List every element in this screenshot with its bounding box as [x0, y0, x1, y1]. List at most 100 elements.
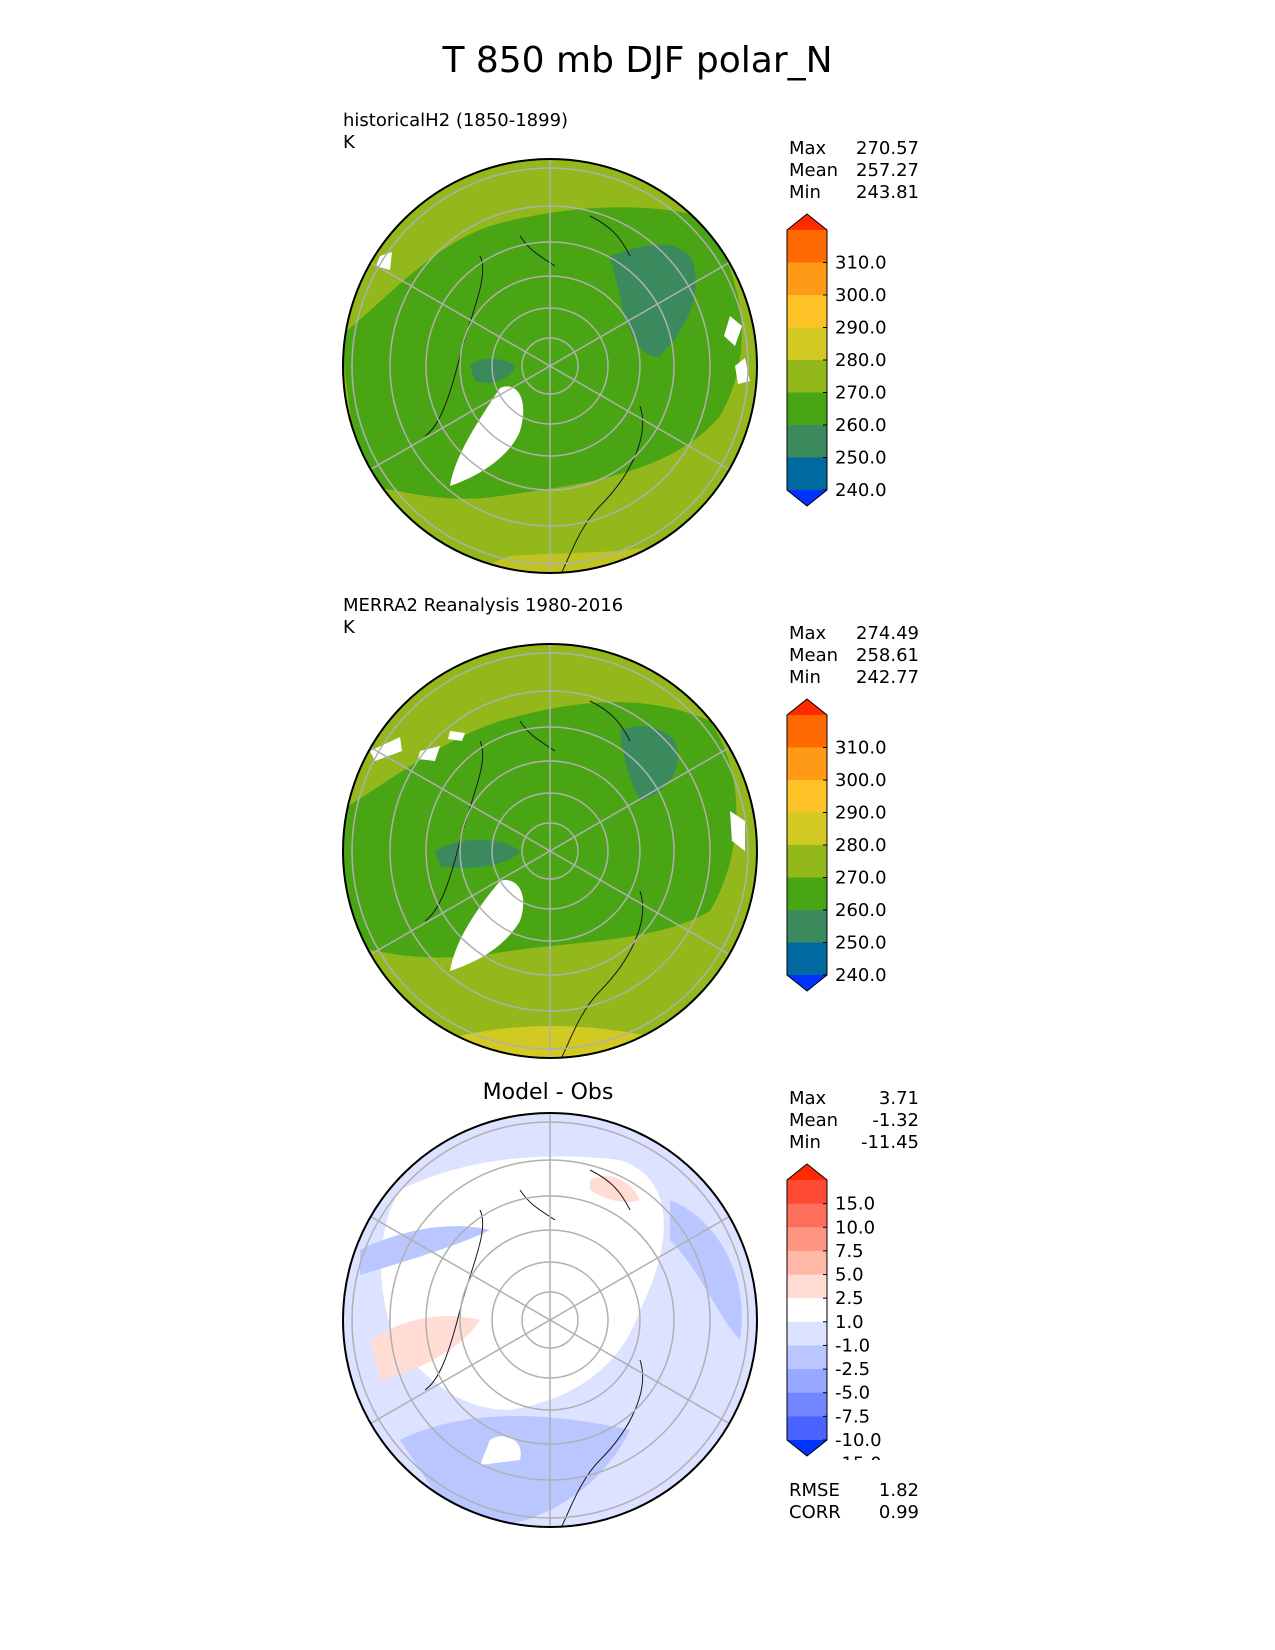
colorbar-swatch — [787, 1440, 827, 1456]
rmse-value: 1.82 — [878, 1480, 919, 1501]
polar-map-obs — [342, 643, 758, 1059]
colorbar-swatch — [787, 1392, 827, 1417]
colorbar-swatch — [787, 747, 827, 781]
colorbar-swatch — [787, 1164, 827, 1180]
colorbar-tick-label: -10.0 — [835, 1430, 882, 1451]
colorbar-tick-label: 10.0 — [835, 1217, 875, 1238]
stat-mean-label: Mean — [789, 645, 839, 666]
colorbar-tick-label: 300.0 — [835, 770, 887, 791]
panel-title: Model - Obs — [482, 1080, 614, 1105]
colorbar-swatch — [787, 1345, 827, 1370]
colorbar-swatch — [787, 812, 827, 846]
colorbar-tick-label: 300.0 — [835, 285, 887, 306]
corr-label: CORR — [789, 1502, 841, 1523]
panel-title: MERRA2 Reanalysis 1980-2016 K — [343, 595, 623, 639]
panel-stats: Max 3.71 Mean -1.32 Min -11.45 — [789, 1088, 919, 1154]
colorbar-labels: 310.0 300.0 290.0 280.0 270.0 260.0 250.0 240.0… — [823, 253, 887, 501]
colorbar-tick-label: 5.0 — [835, 1265, 864, 1286]
colorbar-tick-label: 270.0 — [835, 868, 887, 889]
colorbar-tick-label: 310.0 — [835, 738, 887, 759]
colorbar-swatches — [786, 1163, 828, 1457]
colorbar-swatch — [787, 1227, 827, 1252]
colorbar-tick-label: -15.0 — [835, 1454, 882, 1460]
colorbar-swatch — [787, 699, 827, 715]
stat-mean-label: Mean — [789, 160, 839, 181]
colorbar-tick-label: 240.0 — [835, 965, 887, 986]
colorbar-swatches — [786, 213, 828, 507]
colorbar-swatch — [787, 1274, 827, 1299]
colorbar-tick-label: 290.0 — [835, 318, 887, 339]
colorbar-swatch — [787, 910, 827, 943]
stat-mean-value: 257.27 — [856, 160, 919, 181]
stat-mean-value: -1.32 — [872, 1110, 919, 1131]
colorbar-swatch — [787, 457, 827, 491]
colorbar-swatch — [787, 392, 827, 426]
colorbar-swatches — [786, 698, 828, 992]
colorbar-absolute: 310.0 300.0 290.0 280.0 270.0 260.0 250.0 240.0… — [786, 698, 887, 992]
colorbar-swatch — [787, 877, 827, 911]
colorbar-tick-label: -7.5 — [835, 1406, 870, 1427]
stat-mean-label: Mean — [789, 1110, 839, 1131]
colorbar-labels: 310.0 300.0 290.0 280.0 270.0 260.0 250.0 240.0… — [823, 738, 887, 986]
colorbar-tick-label: 290.0 — [835, 803, 887, 824]
stat-max-value: 270.57 — [856, 138, 919, 159]
colorbar-swatch — [787, 1180, 827, 1205]
stat-min-label: Min — [789, 667, 821, 688]
colorbar-labels: 15.010.0 7.5 5.02.5 1.0-1.0 -2.5 -5.0-7.5 -10.… — [823, 1194, 882, 1460]
colorbar-swatch — [787, 1298, 827, 1323]
metrics: RMSE 1.82 CORR 0.99 — [789, 1480, 919, 1524]
stat-min-label: Min — [789, 182, 821, 203]
stat-max-label: Max — [789, 623, 827, 644]
colorbar-swatch — [787, 214, 827, 230]
colorbar-tick-label: 250.0 — [835, 933, 887, 954]
stat-mean-value: 258.61 — [856, 645, 919, 666]
stat-min-label: Min — [789, 1132, 821, 1153]
colorbar-swatch — [787, 262, 827, 296]
colorbar-tick-label: 280.0 — [835, 835, 887, 856]
stat-max-label: Max — [789, 138, 827, 159]
stat-max-value: 3.71 — [878, 1088, 919, 1109]
stat-min-value: -11.45 — [860, 1132, 919, 1153]
colorbar-tick-label: 280.0 — [835, 350, 887, 371]
panel-stats: Max 270.57 Mean 257.27 Min 243.81 — [789, 138, 919, 204]
colorbar-tick-label: 1.0 — [835, 1312, 864, 1333]
colorbar-swatch — [787, 230, 827, 263]
polar-map-model — [342, 158, 758, 574]
figure-title: T 850 mb DJF polar_N — [442, 40, 833, 81]
panel-title-units: K — [343, 617, 355, 638]
colorbar-swatch — [787, 975, 827, 991]
colorbar-tick-label: 240.0 — [835, 480, 887, 501]
stat-max-label: Max — [789, 1088, 827, 1109]
colorbar-tick-label: 270.0 — [835, 383, 887, 404]
panel-title-run: historicalH2 (1850-1899) — [343, 110, 569, 131]
colorbar-absolute: 310.0 300.0 290.0 280.0 270.0 260.0 250.0 240.0… — [786, 213, 887, 507]
colorbar-swatch — [787, 360, 827, 393]
colorbar-tick-label: -2.5 — [835, 1359, 870, 1380]
corr-value: 0.99 — [878, 1502, 919, 1523]
colorbar-tick-label: 310.0 — [835, 253, 887, 274]
panel-title-run: MERRA2 Reanalysis 1980-2016 — [343, 595, 624, 616]
panel-stats: Max 274.49 Mean 258.61 Min 242.77 — [789, 623, 919, 689]
colorbar-swatch — [787, 327, 827, 361]
colorbar-swatch — [787, 295, 827, 328]
colorbar-swatch — [787, 780, 827, 813]
panel-obs: MERRA2 Reanalysis 1980-2016 K Max 274.49 … — [0, 595, 1275, 1075]
colorbar-tick-label: 2.5 — [835, 1288, 864, 1309]
colorbar-swatch — [787, 715, 827, 748]
colorbar-swatch — [787, 845, 827, 878]
colorbar-swatch — [787, 490, 827, 506]
colorbar-swatch — [787, 1369, 827, 1394]
colorbar-tick-label: -1.0 — [835, 1335, 870, 1356]
stat-max-value: 274.49 — [856, 623, 919, 644]
panel-diff: Model - Obs Max 3.71 Mean -1.32 Min -11.45 — [0, 1080, 1275, 1560]
colorbar-tick-label: 7.5 — [835, 1241, 864, 1262]
colorbar-swatch — [787, 1250, 827, 1276]
colorbar-tick-label: 260.0 — [835, 900, 887, 921]
panel-title-units: K — [343, 132, 355, 153]
colorbar-tick-label: -5.0 — [835, 1383, 870, 1404]
colorbar-swatch — [787, 1416, 827, 1441]
colorbar-swatch — [787, 1203, 827, 1228]
colorbar-swatch — [787, 1321, 827, 1346]
stat-min-value: 242.77 — [856, 667, 919, 688]
rmse-label: RMSE — [789, 1480, 840, 1501]
